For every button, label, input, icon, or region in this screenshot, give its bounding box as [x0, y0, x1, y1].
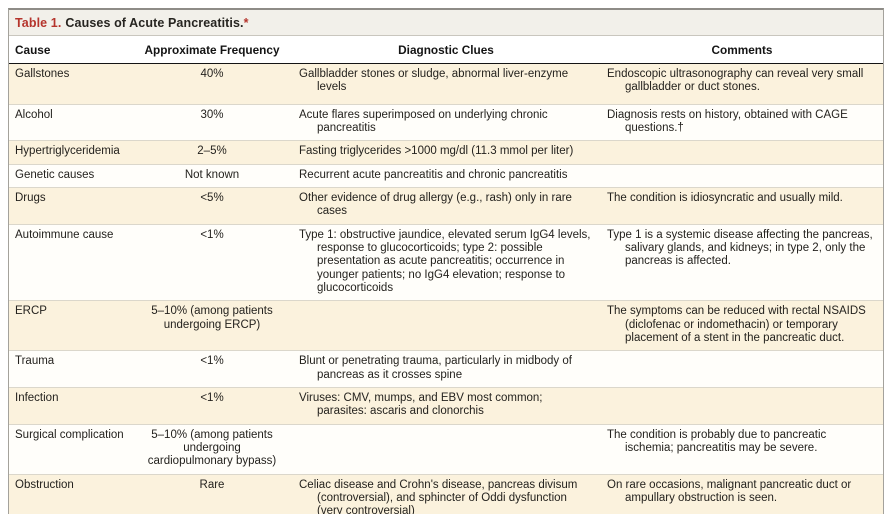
column-header-row: Cause Approximate Frequency Diagnostic C… — [9, 36, 883, 64]
cell-clues — [291, 425, 601, 474]
cell-cause: Autoimmune cause — [15, 228, 114, 241]
column-header-diagnostic-clues: Diagnostic Clues — [398, 43, 494, 57]
cell-cause: Alcohol — [15, 108, 53, 121]
cell-clues: Celiac disease and Crohn's disease, panc… — [299, 478, 578, 514]
cell-cause: Trauma — [15, 355, 55, 368]
cell-clues: Blunt or penetrating trauma, particularl… — [299, 355, 572, 381]
cell-clues: Viruses: CMV, mumps, and EBV most common… — [299, 391, 543, 418]
cell-frequency: 5–10% (among patients undergoing cardiop… — [147, 428, 277, 468]
table-row: Drugs <5% Other evidence of drug allergy (… — [9, 186, 883, 224]
cell-cause: Infection — [15, 391, 59, 404]
cell-cause: Gallstones — [15, 68, 70, 80]
table-row: ERCP 5–10% (among patients undergoing ERC… — [9, 300, 883, 351]
cell-frequency: <1% — [200, 391, 224, 404]
cell-frequency: 30% — [200, 108, 224, 121]
cell-frequency: Rare — [199, 478, 225, 491]
column-header-frequency: Approximate Frequency — [144, 43, 280, 57]
table-number: Table 1. — [15, 16, 62, 30]
cell-comments: The condition is probably due to pancrea… — [607, 428, 827, 454]
table-box: Table 1. Causes of Acute Pancreatitis.* C… — [8, 8, 884, 514]
cell-cause: Genetic causes — [15, 168, 95, 181]
table-row: Obstruction Rare Celiac disease and Crohn'… — [9, 473, 883, 514]
cell-comments: On rare occasions, malignant pancreatic … — [607, 478, 852, 504]
cell-clues: Acute flares superimposed on underlying … — [299, 108, 548, 134]
cell-comments — [601, 351, 883, 387]
table-row: Infection <1% Viruses: CMV, mumps, and EBV… — [9, 386, 883, 424]
cell-clues: Gallbladder stones or sludge, abnormal l… — [299, 68, 569, 94]
column-header-cause: Cause — [15, 43, 51, 57]
cell-comments: The symptoms can be reduced with rectal … — [607, 305, 866, 344]
cell-comments — [601, 165, 883, 187]
cell-comments: Type 1 is a systemic disease affecting t… — [607, 228, 873, 268]
cell-frequency: <1% — [200, 355, 224, 368]
cell-frequency: <1% — [200, 228, 224, 241]
table-row: Trauma <1% Blunt or penetrating trauma, pa… — [9, 350, 883, 387]
cell-frequency: 5–10% (among patients undergoing ERCP) — [151, 305, 273, 331]
cell-clues — [291, 301, 601, 350]
cell-cause: Obstruction — [15, 478, 74, 491]
table-title-footnote-marker: * — [243, 16, 249, 30]
cell-comments: Diagnosis rests on history, obtained wit… — [607, 108, 848, 134]
cell-clues: Recurrent acute pancreatitis and chronic… — [299, 168, 568, 181]
table-row: Autoimmune cause <1% Type 1: obstructive j… — [9, 223, 883, 301]
cell-frequency: 2–5% — [197, 145, 227, 158]
table-row: Alcohol 30% Acute flares superimposed on u… — [9, 103, 883, 141]
cell-clues: Other evidence of drug allergy (e.g., ra… — [299, 191, 572, 218]
table-row: Gallstones 40% Gallbladder stones or sludg… — [9, 64, 883, 104]
cell-cause: Drugs — [15, 191, 46, 204]
table-row: Genetic causes Not known Recurrent acute p… — [9, 163, 883, 187]
cell-cause: Hypertriglyceridemia — [15, 145, 120, 158]
cell-clues: Type 1: obstructive jaundice, elevated s… — [299, 228, 591, 294]
cell-comments — [601, 388, 883, 424]
table-title-text: Causes of Acute Pancreatitis. — [65, 16, 244, 30]
cell-cause: ERCP — [15, 305, 47, 318]
column-header-comments: Comments — [711, 43, 773, 57]
cell-comments: The condition is idiosyncratic and usual… — [607, 191, 843, 204]
table-row: Surgical complication 5–10% (among patien… — [9, 423, 883, 474]
cell-clues: Fasting triglycerides >1000 mg/dl (11.3 … — [299, 145, 574, 158]
table-rows: Gallstones 40% Gallbladder stones or sludg… — [9, 64, 883, 514]
cell-frequency: 40% — [200, 68, 224, 80]
table-row: Hypertriglyceridemia 2–5% Fasting triglyce… — [9, 140, 883, 164]
cell-frequency: <5% — [200, 191, 224, 204]
cell-comments — [601, 141, 883, 163]
cell-comments: Endoscopic ultrasonography can reveal ve… — [607, 68, 864, 94]
cell-frequency: Not known — [184, 168, 240, 181]
table-title-bar: Table 1. Causes of Acute Pancreatitis.* — [9, 10, 883, 36]
cell-cause: Surgical complication — [15, 428, 124, 441]
